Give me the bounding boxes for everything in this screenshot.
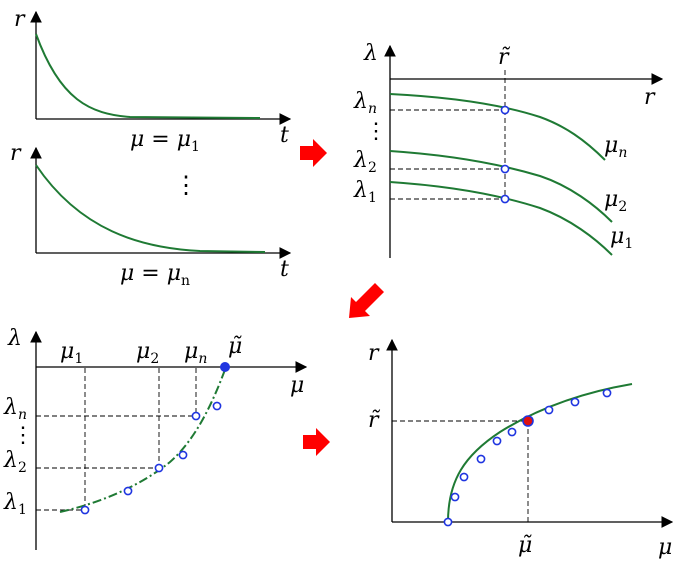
lm-x-label: μ [290,373,304,398]
flow-arrow-right-bottom [303,428,330,456]
decay-ellipsis: ⋮ [174,171,198,199]
flow-arrow-down-left [349,283,384,318]
top-y-label: r [14,7,26,32]
top-decay-curve [35,33,261,119]
flow-arrow-right-top [300,139,327,167]
bottom-y-label: r [10,141,22,166]
decay-panel: r t μ = μ1 r t μ = μn ⋮ [10,7,292,289]
rm-marker-mu-tilde: μ̃ [518,533,532,558]
rm-point [602,388,612,398]
top-x-label: t [280,123,289,148]
lm-tick-mu-2: μ2 [136,339,159,367]
rm-point [544,405,554,415]
lr-curve-label-mu-1: μ1 [610,224,633,252]
lr-curve-mu-1 [389,181,613,256]
decay-plot-bottom: r t μ = μn [10,141,292,289]
lm-point [212,401,222,411]
lm-tick-lambda-2: λ2 [3,448,27,476]
lr-curve-label-mu-2: μ2 [604,187,627,215]
top-caption: μ = μ1 [130,127,200,155]
lm-point [191,411,201,421]
rm-x-label: μ [658,535,672,560]
lr-x-label: r [644,85,656,110]
rm-point [507,427,517,437]
lm-ellipsis: ⋮ [12,423,34,448]
lm-point [80,505,90,515]
lr-point-n [500,105,510,115]
lm-tick-lambda-1: λ1 [3,490,27,518]
rm-point-estimate [522,415,534,427]
rm-point [459,472,469,482]
lm-point [123,486,133,496]
rm-point [476,454,486,464]
rm-marker-r-tilde: r̃ [368,408,381,433]
lm-tick-mu-1: μ1 [60,339,83,367]
rm-point [443,517,453,527]
bottom-x-label: t [280,257,289,282]
lr-curve-label-mu-n: μn [604,133,627,161]
rm-point [570,397,580,407]
decay-plot-top: r t μ = μ1 [14,7,292,155]
lr-curve-mu-n [389,93,606,161]
lm-tick-lambda-n: λn [3,395,27,423]
lm-fit-curve [59,366,227,513]
lr-tick-lambda-1: λ1 [353,178,377,206]
lambda-r-panel: λ r r̃ λn ⋮ λ2 λ1 μn μ2 μ1 [353,41,664,258]
lm-y-label: λ [7,326,22,351]
lm-point [154,463,164,473]
lr-y-label: λ [363,41,378,66]
lm-tick-mu-n: μn [184,339,207,367]
rm-point [492,436,502,446]
lambda-mu-panel: λ μ μ1 μ2 μn μ̃ λn ⋮ λ2 λ1 [3,326,308,550]
rm-point [450,492,460,502]
lr-point-2 [500,164,510,174]
lm-point [178,450,188,460]
r-mu-panel: r μ r̃ μ̃ [368,338,674,560]
lr-curve-mu-2 [389,150,613,223]
lr-point-1 [500,194,510,204]
bottom-decay-curve [35,164,266,253]
lm-point-mu-tilde [220,362,230,372]
lr-tick-lambda-2: λ2 [353,148,377,176]
rm-y-label: r [368,341,380,366]
lr-ellipsis: ⋮ [365,119,387,144]
bottom-caption: μ = μn [120,261,190,289]
lm-marker-mu-tilde: μ̃ [228,334,242,359]
rm-curve [447,383,633,523]
lr-tick-lambda-n: λn [353,89,377,117]
lr-marker-r-tilde: r̃ [498,45,511,70]
